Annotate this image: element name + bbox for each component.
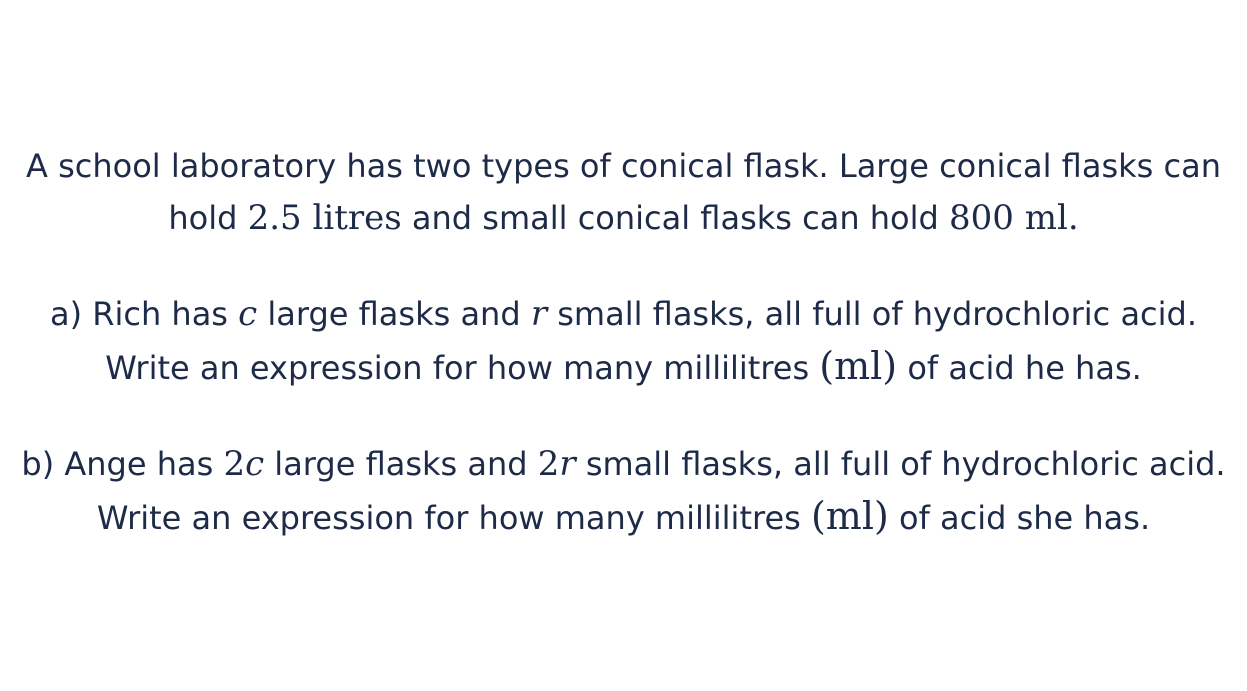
coefficient-2c: 2c bbox=[223, 444, 264, 484]
part-b-text-4: of acid she has. bbox=[888, 499, 1151, 537]
part-b-text-1: b) Ange has bbox=[21, 445, 224, 483]
intro-paragraph: A school laboratory has two types of con… bbox=[20, 140, 1227, 244]
large-flask-capacity: 2.5 litres bbox=[247, 198, 402, 238]
small-flask-capacity: 800 ml. bbox=[949, 198, 1079, 238]
intro-text-1: A school laboratory has two types of con… bbox=[26, 147, 1221, 237]
part-b-text-3: small flasks, all full of hydrochloric a… bbox=[96, 445, 1226, 537]
part-a-text-3: small flasks, all full of hydrochloric a… bbox=[105, 295, 1198, 387]
coefficient-number: 2 bbox=[537, 444, 560, 484]
part-b-text-2: large flasks and bbox=[264, 445, 538, 483]
unit-ml: (ml) bbox=[819, 344, 898, 388]
part-b-paragraph: b) Ange has 2c large flasks and 2r small… bbox=[20, 438, 1227, 544]
coefficient-number: 2 bbox=[223, 444, 246, 484]
variable-c: c bbox=[238, 294, 258, 334]
variable-r: r bbox=[559, 444, 576, 484]
unit-ml: (ml) bbox=[810, 494, 889, 538]
variable-c: c bbox=[245, 444, 265, 484]
part-a-paragraph: a) Rich has c large flasks and r small f… bbox=[20, 288, 1227, 394]
part-a-text-4: of acid he has. bbox=[897, 349, 1142, 387]
part-a-text-1: a) Rich has bbox=[49, 295, 239, 333]
question-text: A school laboratory has two types of con… bbox=[20, 140, 1227, 544]
coefficient-2r: 2r bbox=[538, 444, 576, 484]
variable-r: r bbox=[530, 294, 548, 334]
intro-text-2: and small conical flasks can hold bbox=[401, 199, 949, 237]
part-a-text-2: large flasks and bbox=[257, 295, 531, 333]
